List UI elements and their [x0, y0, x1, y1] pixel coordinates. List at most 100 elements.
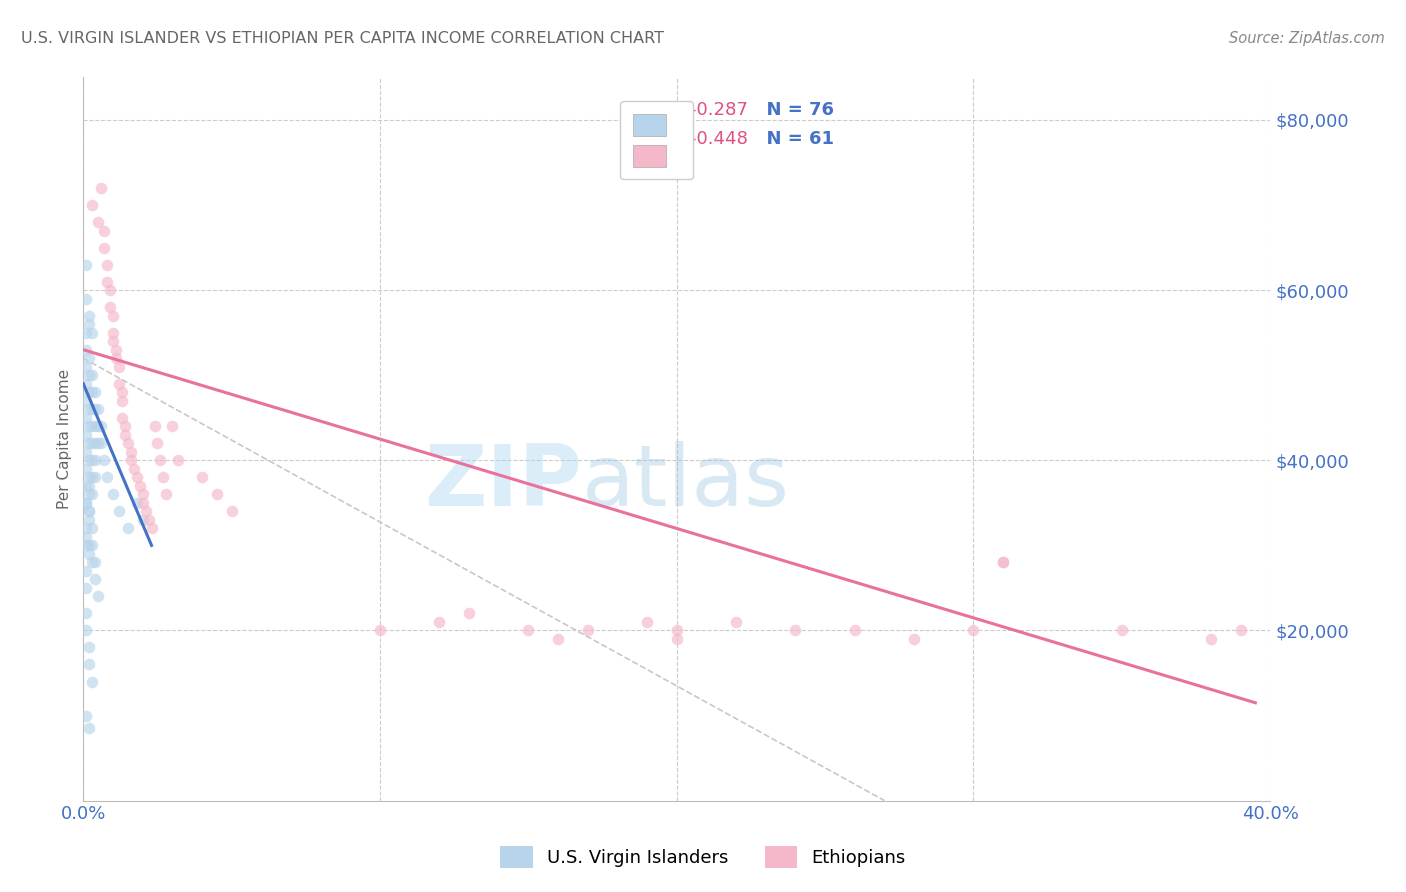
- Point: [152, 470, 174, 484]
- Point: [87, 215, 110, 229]
- Point: [120, 453, 142, 467]
- Point: [75, 258, 97, 272]
- Point: [84, 555, 107, 569]
- Point: [75, 564, 97, 578]
- Point: [125, 496, 148, 510]
- Point: [90, 419, 112, 434]
- Point: [1229, 624, 1251, 638]
- Point: [138, 513, 160, 527]
- Point: [82, 674, 104, 689]
- Point: [131, 513, 153, 527]
- Point: [82, 521, 104, 535]
- Point: [77, 385, 100, 400]
- Point: [77, 419, 100, 434]
- Point: [77, 351, 100, 366]
- Point: [75, 292, 97, 306]
- Point: [128, 479, 150, 493]
- Point: [368, 624, 391, 638]
- Point: [77, 538, 100, 552]
- Point: [90, 181, 112, 195]
- Point: [120, 444, 142, 458]
- Point: [427, 615, 450, 629]
- Point: [77, 436, 100, 450]
- Point: [75, 581, 97, 595]
- Point: [82, 326, 104, 340]
- Point: [82, 555, 104, 569]
- Text: R = -0.287: R = -0.287: [651, 101, 748, 119]
- Point: [75, 393, 97, 408]
- Point: [77, 402, 100, 417]
- Point: [98, 283, 121, 297]
- Point: [547, 632, 569, 646]
- Point: [77, 640, 100, 655]
- Point: [75, 326, 97, 340]
- Point: [84, 385, 107, 400]
- Point: [77, 504, 100, 518]
- Point: [84, 573, 107, 587]
- Point: [77, 470, 100, 484]
- Y-axis label: Per Capita Income: Per Capita Income: [58, 369, 72, 509]
- Point: [122, 462, 145, 476]
- Point: [114, 427, 136, 442]
- Point: [75, 359, 97, 374]
- Point: [104, 343, 127, 357]
- Point: [77, 479, 100, 493]
- Point: [108, 359, 131, 374]
- Point: [135, 504, 157, 518]
- Point: [77, 513, 100, 527]
- Point: [98, 300, 121, 314]
- Point: [665, 632, 688, 646]
- Point: [87, 590, 110, 604]
- Point: [125, 470, 148, 484]
- Point: [1111, 624, 1133, 638]
- Point: [77, 721, 100, 735]
- Text: Source: ZipAtlas.com: Source: ZipAtlas.com: [1229, 31, 1385, 46]
- Point: [108, 504, 131, 518]
- Point: [82, 419, 104, 434]
- Point: [75, 521, 97, 535]
- Point: [77, 657, 100, 672]
- Point: [84, 419, 107, 434]
- Point: [149, 453, 172, 467]
- Point: [221, 504, 243, 518]
- Point: [75, 479, 97, 493]
- Point: [205, 487, 228, 501]
- Point: [517, 624, 540, 638]
- Text: ZIP: ZIP: [425, 441, 582, 524]
- Point: [665, 624, 688, 638]
- Point: [111, 385, 134, 400]
- Legend: , : ,: [620, 101, 693, 179]
- Point: [82, 470, 104, 484]
- Point: [141, 521, 163, 535]
- Text: U.S. VIRGIN ISLANDER VS ETHIOPIAN PER CAPITA INCOME CORRELATION CHART: U.S. VIRGIN ISLANDER VS ETHIOPIAN PER CA…: [21, 31, 664, 46]
- Point: [77, 317, 100, 331]
- Point: [117, 436, 139, 450]
- Point: [75, 343, 97, 357]
- Point: [82, 538, 104, 552]
- Point: [146, 436, 169, 450]
- Point: [991, 555, 1014, 569]
- Point: [93, 453, 115, 467]
- Point: [962, 624, 984, 638]
- Point: [87, 402, 110, 417]
- Point: [1199, 632, 1222, 646]
- Point: [93, 241, 115, 255]
- Point: [87, 419, 110, 434]
- Point: [117, 521, 139, 535]
- Point: [82, 385, 104, 400]
- Point: [75, 538, 97, 552]
- Point: [991, 555, 1014, 569]
- Point: [576, 624, 599, 638]
- Text: N = 61: N = 61: [754, 130, 834, 148]
- Point: [77, 504, 100, 518]
- Point: [75, 444, 97, 458]
- Point: [458, 607, 481, 621]
- Point: [82, 487, 104, 501]
- Point: [82, 453, 104, 467]
- Point: [104, 351, 127, 366]
- Point: [90, 436, 112, 450]
- Text: R = -0.448: R = -0.448: [651, 130, 748, 148]
- Point: [111, 393, 134, 408]
- Point: [75, 410, 97, 425]
- Point: [82, 198, 104, 212]
